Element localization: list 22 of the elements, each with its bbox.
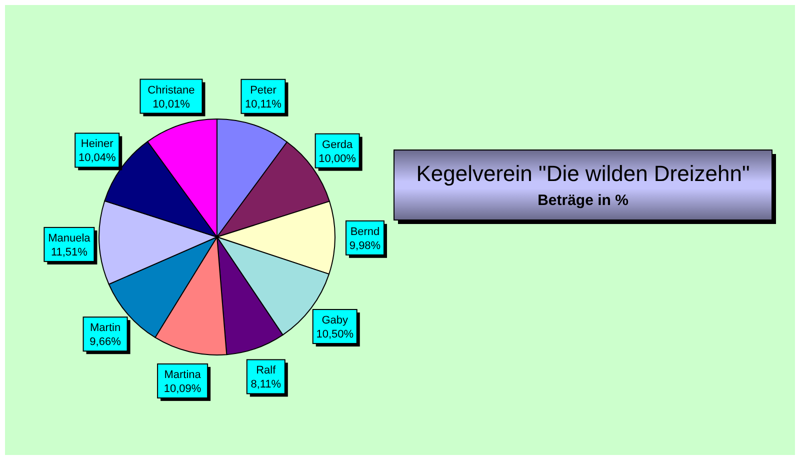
slice-label: Christane	[148, 84, 195, 96]
slice-label: Manuela	[48, 232, 92, 244]
slice-label: Heiner	[80, 138, 114, 150]
data-label: 10,11%	[244, 98, 282, 110]
data-label: 8,11%	[250, 378, 282, 391]
slice-label: Gerda	[322, 138, 354, 151]
data-label: 10,00%	[318, 152, 356, 165]
text: Kegelverein "Die wilden Dreizehn"	[416, 161, 750, 186]
text: Beträge in %	[538, 192, 628, 209]
data-label: 10,09%	[164, 382, 202, 395]
data-label: 10,01%	[152, 98, 190, 110]
data-label: 10,50%	[316, 328, 354, 341]
slice-label: Gaby	[322, 314, 349, 327]
slice-label: Bernd	[350, 226, 380, 238]
data-label: 9,98%	[349, 240, 381, 252]
slice-label: Peter	[250, 84, 277, 96]
data-label: 10,04%	[78, 152, 116, 164]
data-label: 9,66%	[90, 336, 122, 348]
slice-label: Martina	[164, 368, 202, 381]
data-label: 11,51%	[50, 246, 88, 258]
slice-label: Ralf	[256, 364, 277, 377]
slice-label: Martin	[90, 322, 121, 334]
